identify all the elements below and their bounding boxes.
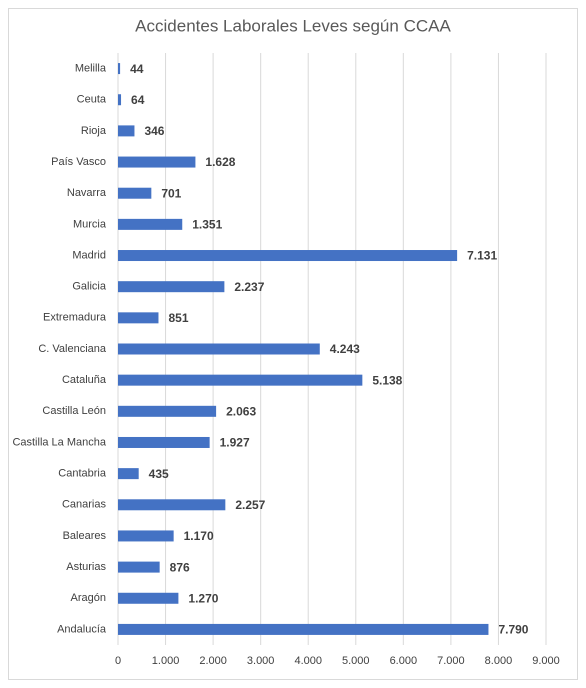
y-tick-label: Murcia xyxy=(73,218,107,230)
value-label: 44 xyxy=(130,62,144,76)
bar xyxy=(118,312,159,324)
y-tick-label: Madrid xyxy=(72,249,106,261)
value-label: 1.170 xyxy=(184,529,214,543)
bar xyxy=(118,530,174,542)
x-tick-label: 1.000 xyxy=(152,655,180,667)
bar xyxy=(118,436,210,448)
value-label: 2.063 xyxy=(226,404,256,418)
y-tick-label: Melilla xyxy=(75,62,107,74)
bar xyxy=(118,561,160,573)
y-tick-label: Rioja xyxy=(81,125,107,137)
y-tick-label: Cataluña xyxy=(62,374,107,386)
bar xyxy=(118,94,122,106)
value-label: 1.270 xyxy=(188,591,218,605)
value-label: 64 xyxy=(131,93,145,107)
bar xyxy=(118,250,458,262)
value-label: 1.351 xyxy=(192,218,222,232)
value-label: 4.243 xyxy=(330,342,360,356)
value-label: 1.628 xyxy=(205,155,235,169)
x-tick-label: 9.000 xyxy=(532,655,560,667)
y-tick-label: Navarra xyxy=(67,187,107,199)
bar xyxy=(118,343,320,355)
chart-title: Accidentes Laborales Leves según CCAA xyxy=(135,16,451,35)
value-label: 1.927 xyxy=(220,436,250,450)
y-tick-label: Castilla León xyxy=(42,405,106,417)
value-label: 7.790 xyxy=(498,623,528,637)
bar xyxy=(118,125,135,137)
y-tick-label: Ceuta xyxy=(77,94,107,106)
bar xyxy=(118,218,183,230)
y-tick-label: Cantabria xyxy=(58,468,107,480)
x-tick-label: 7.000 xyxy=(437,655,465,667)
y-tick-label: C. Valenciana xyxy=(38,343,107,355)
bar xyxy=(118,374,363,386)
y-tick-label: Canarias xyxy=(62,499,107,511)
value-label: 876 xyxy=(170,560,190,574)
value-label: 701 xyxy=(161,186,181,200)
value-label: 2.237 xyxy=(234,280,264,294)
bar xyxy=(118,592,179,604)
bar xyxy=(118,156,196,168)
bar xyxy=(118,405,217,417)
value-label: 5.138 xyxy=(372,373,402,387)
bar xyxy=(118,623,489,635)
y-tick-label: Asturias xyxy=(66,561,106,573)
value-label: 7.131 xyxy=(467,249,497,263)
y-tick-label: Aragón xyxy=(71,592,106,604)
x-tick-label: 2.000 xyxy=(199,655,227,667)
bar xyxy=(118,187,152,199)
value-label: 851 xyxy=(168,311,188,325)
bar xyxy=(118,468,139,480)
y-tick-label: Baleares xyxy=(63,530,107,542)
x-tick-label: 0 xyxy=(115,655,121,667)
x-tick-label: 3.000 xyxy=(247,655,275,667)
value-label: 2.257 xyxy=(235,498,265,512)
bar xyxy=(118,281,225,293)
bar xyxy=(118,63,121,75)
value-label: 346 xyxy=(144,124,164,138)
x-tick-label: 6.000 xyxy=(390,655,418,667)
y-tick-label: Galicia xyxy=(72,281,107,293)
x-tick-label: 4.000 xyxy=(294,655,322,667)
y-tick-label: Extremadura xyxy=(43,312,107,324)
value-label: 435 xyxy=(149,467,169,481)
y-tick-label: País Vasco xyxy=(51,156,106,168)
bar xyxy=(118,499,226,511)
y-tick-label: Andalucía xyxy=(57,623,107,635)
x-tick-label: 5.000 xyxy=(342,655,370,667)
y-tick-label: Castilla La Mancha xyxy=(12,436,106,448)
x-tick-label: 8.000 xyxy=(485,655,513,667)
